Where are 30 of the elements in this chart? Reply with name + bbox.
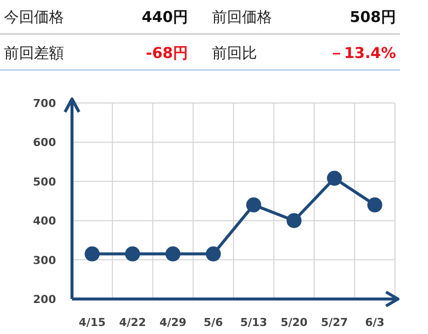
text: 前回差額 bbox=[4, 44, 64, 62]
point bbox=[326, 170, 342, 186]
text: -68円 bbox=[146, 44, 188, 62]
y-tick-label: 500 bbox=[33, 175, 56, 188]
x-tick-label: 5/27 bbox=[320, 316, 348, 329]
point bbox=[84, 246, 100, 262]
point bbox=[165, 246, 180, 262]
y-tick-label: 400 bbox=[33, 214, 56, 228]
y-tick-label: 300 bbox=[33, 254, 56, 267]
y-tick-label: 200 bbox=[33, 293, 56, 306]
y-tick-label: 600 bbox=[33, 136, 56, 150]
x-tick-label: 4/15 bbox=[78, 316, 106, 329]
text: 508円 bbox=[350, 8, 396, 26]
text: 今回価格 bbox=[4, 8, 64, 26]
text: 440円 bbox=[142, 8, 188, 26]
x-tick-label: 5/13 bbox=[240, 316, 268, 329]
text: －13.4% bbox=[328, 44, 396, 62]
text: 前回価格 bbox=[212, 8, 272, 26]
text: 前回比 bbox=[212, 44, 257, 62]
point bbox=[367, 197, 382, 212]
point bbox=[246, 197, 262, 212]
x-tick-label: 4/29 bbox=[159, 316, 186, 329]
y-tick-label: 700 bbox=[33, 97, 56, 110]
point bbox=[206, 246, 221, 262]
x-tick-label: 5/20 bbox=[280, 316, 308, 329]
x-tick-label: 4/22 bbox=[119, 316, 146, 329]
point bbox=[286, 213, 302, 228]
x-tick-label: 6/3 bbox=[365, 316, 384, 329]
point bbox=[125, 246, 140, 262]
x-tick-label: 5/6 bbox=[204, 316, 224, 329]
